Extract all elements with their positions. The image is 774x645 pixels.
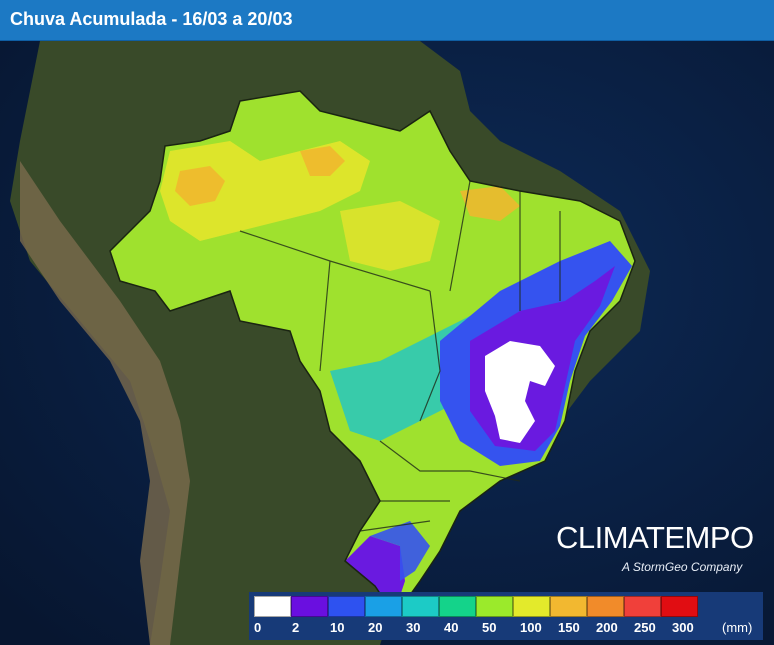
legend-unit: (mm) bbox=[722, 620, 753, 635]
rain-zone-south-blue bbox=[370, 521, 430, 581]
legend-threshold-label: 300 bbox=[672, 620, 694, 635]
climatempo-logo: CLIMATEMPO A StormGeo Company bbox=[556, 520, 754, 574]
rainfall-map bbox=[0, 41, 774, 645]
legend-threshold-label: 200 bbox=[596, 620, 618, 635]
legend-swatch bbox=[402, 596, 439, 617]
legend-threshold-label: 40 bbox=[444, 620, 459, 635]
legend-threshold-label: 100 bbox=[520, 620, 542, 635]
legend-swatch bbox=[254, 596, 291, 617]
legend-swatch bbox=[513, 596, 550, 617]
andes-terrain bbox=[20, 161, 190, 645]
legend-swatch bbox=[291, 596, 328, 617]
legend-labels: 0 2 10 20 30 40 50 100 150 200 250 300 bbox=[249, 620, 763, 638]
brand-tagline: A StormGeo Company bbox=[622, 560, 743, 574]
legend-swatch bbox=[624, 596, 661, 617]
rain-zone-north-yellow-2 bbox=[340, 201, 440, 271]
legend-swatch bbox=[476, 596, 513, 617]
legend-swatch bbox=[439, 596, 476, 617]
brand-name: CLIMATEMPO bbox=[556, 520, 754, 555]
legend-threshold-label: 150 bbox=[558, 620, 580, 635]
legend-swatches bbox=[254, 596, 698, 617]
legend-threshold-label: 250 bbox=[634, 620, 656, 635]
legend-threshold-label: 2 bbox=[292, 620, 300, 635]
legend-threshold-label: 10 bbox=[330, 620, 345, 635]
rain-zone-white bbox=[485, 341, 555, 443]
legend-swatch bbox=[550, 596, 587, 617]
map-title: Chuva Acumulada - 16/03 a 20/03 bbox=[10, 9, 293, 29]
legend-threshold-label: 20 bbox=[368, 620, 383, 635]
legend-threshold-label: 0 bbox=[254, 620, 262, 635]
legend-swatch bbox=[328, 596, 365, 617]
legend-swatch bbox=[365, 596, 402, 617]
legend-swatch bbox=[661, 596, 698, 617]
legend-swatch bbox=[587, 596, 624, 617]
state-borders bbox=[239, 180, 561, 532]
legend-threshold-label: 50 bbox=[482, 620, 497, 635]
rainfall-legend: 0 2 10 20 30 40 50 100 150 200 250 300 (mm) bbox=[249, 592, 763, 640]
rain-zone-orange bbox=[175, 146, 520, 221]
brazil-outline bbox=[109, 90, 636, 618]
legend-threshold-label: 30 bbox=[406, 620, 421, 635]
title-bar: Chuva Acumulada - 16/03 a 20/03 bbox=[0, 0, 774, 41]
